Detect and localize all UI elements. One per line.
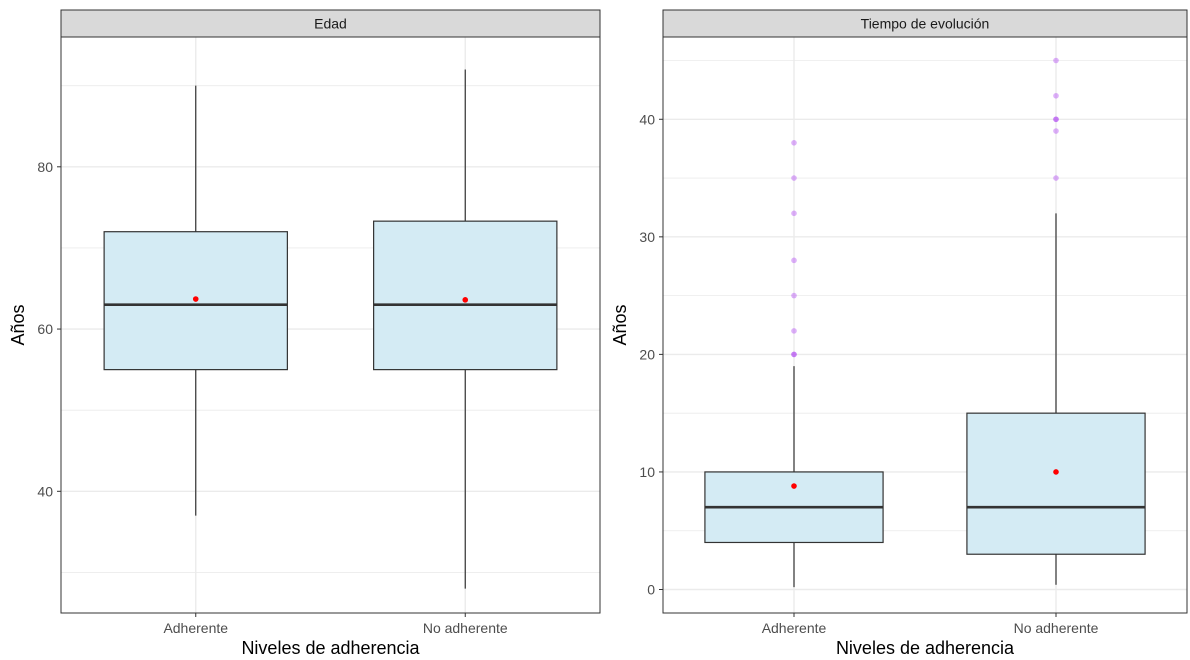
y-tick-label: 0 [647, 581, 655, 597]
y-tick-label: 10 [639, 464, 655, 480]
y-tick-label: 40 [639, 111, 655, 127]
outlier-point [1053, 116, 1059, 123]
x-tick-label: Adherente [163, 620, 228, 636]
outlier-point [791, 351, 797, 358]
y-axis-title: Años [8, 304, 28, 345]
x-tick-label: No adherente [423, 620, 508, 636]
y-axis-title: Años [610, 304, 630, 345]
panel-2: Tiempo de evolución 0 10 20 30 40 Adherente No … [610, 9, 1188, 658]
outlier-point [791, 210, 797, 217]
y-tick-label: 20 [639, 346, 655, 362]
outlier-point [791, 257, 797, 264]
facet-strip [662, 9, 1188, 38]
y-tick-label: 30 [639, 229, 655, 245]
x-axis-title: Niveles de adherencia [836, 638, 1015, 655]
outlier-point [791, 139, 797, 146]
mean-point [791, 483, 797, 489]
x-axis-title: Niveles de adherencia [241, 638, 420, 655]
outlier-point [1053, 175, 1059, 181]
box-body [373, 220, 558, 371]
box-2 [966, 57, 1146, 585]
mean-point [462, 297, 469, 303]
outlier-point [791, 292, 797, 299]
facet-title: Tiempo de evolución [861, 16, 990, 32]
x-tick-label: Adherente [762, 620, 827, 636]
y-tick-label: 60 [37, 321, 53, 337]
box-1 [704, 139, 884, 588]
mean-point [1053, 469, 1059, 475]
outlier-point [791, 328, 797, 334]
box-1 [103, 85, 288, 516]
y-tick-label: 40 [37, 483, 53, 499]
outlier-point [1053, 116, 1059, 123]
facet-strip [60, 9, 601, 38]
outlier-point [791, 175, 797, 181]
x-tick-label: No adherente [1014, 620, 1099, 636]
outlier-point [1053, 92, 1059, 99]
facet-title: Edad [314, 16, 347, 32]
mean-point [192, 296, 199, 302]
outlier-point [1053, 57, 1059, 64]
y-tick-label: 80 [37, 159, 53, 175]
outlier-point [1053, 128, 1059, 134]
outlier-point [791, 351, 797, 358]
box-2 [373, 69, 558, 589]
box-body [966, 412, 1146, 555]
